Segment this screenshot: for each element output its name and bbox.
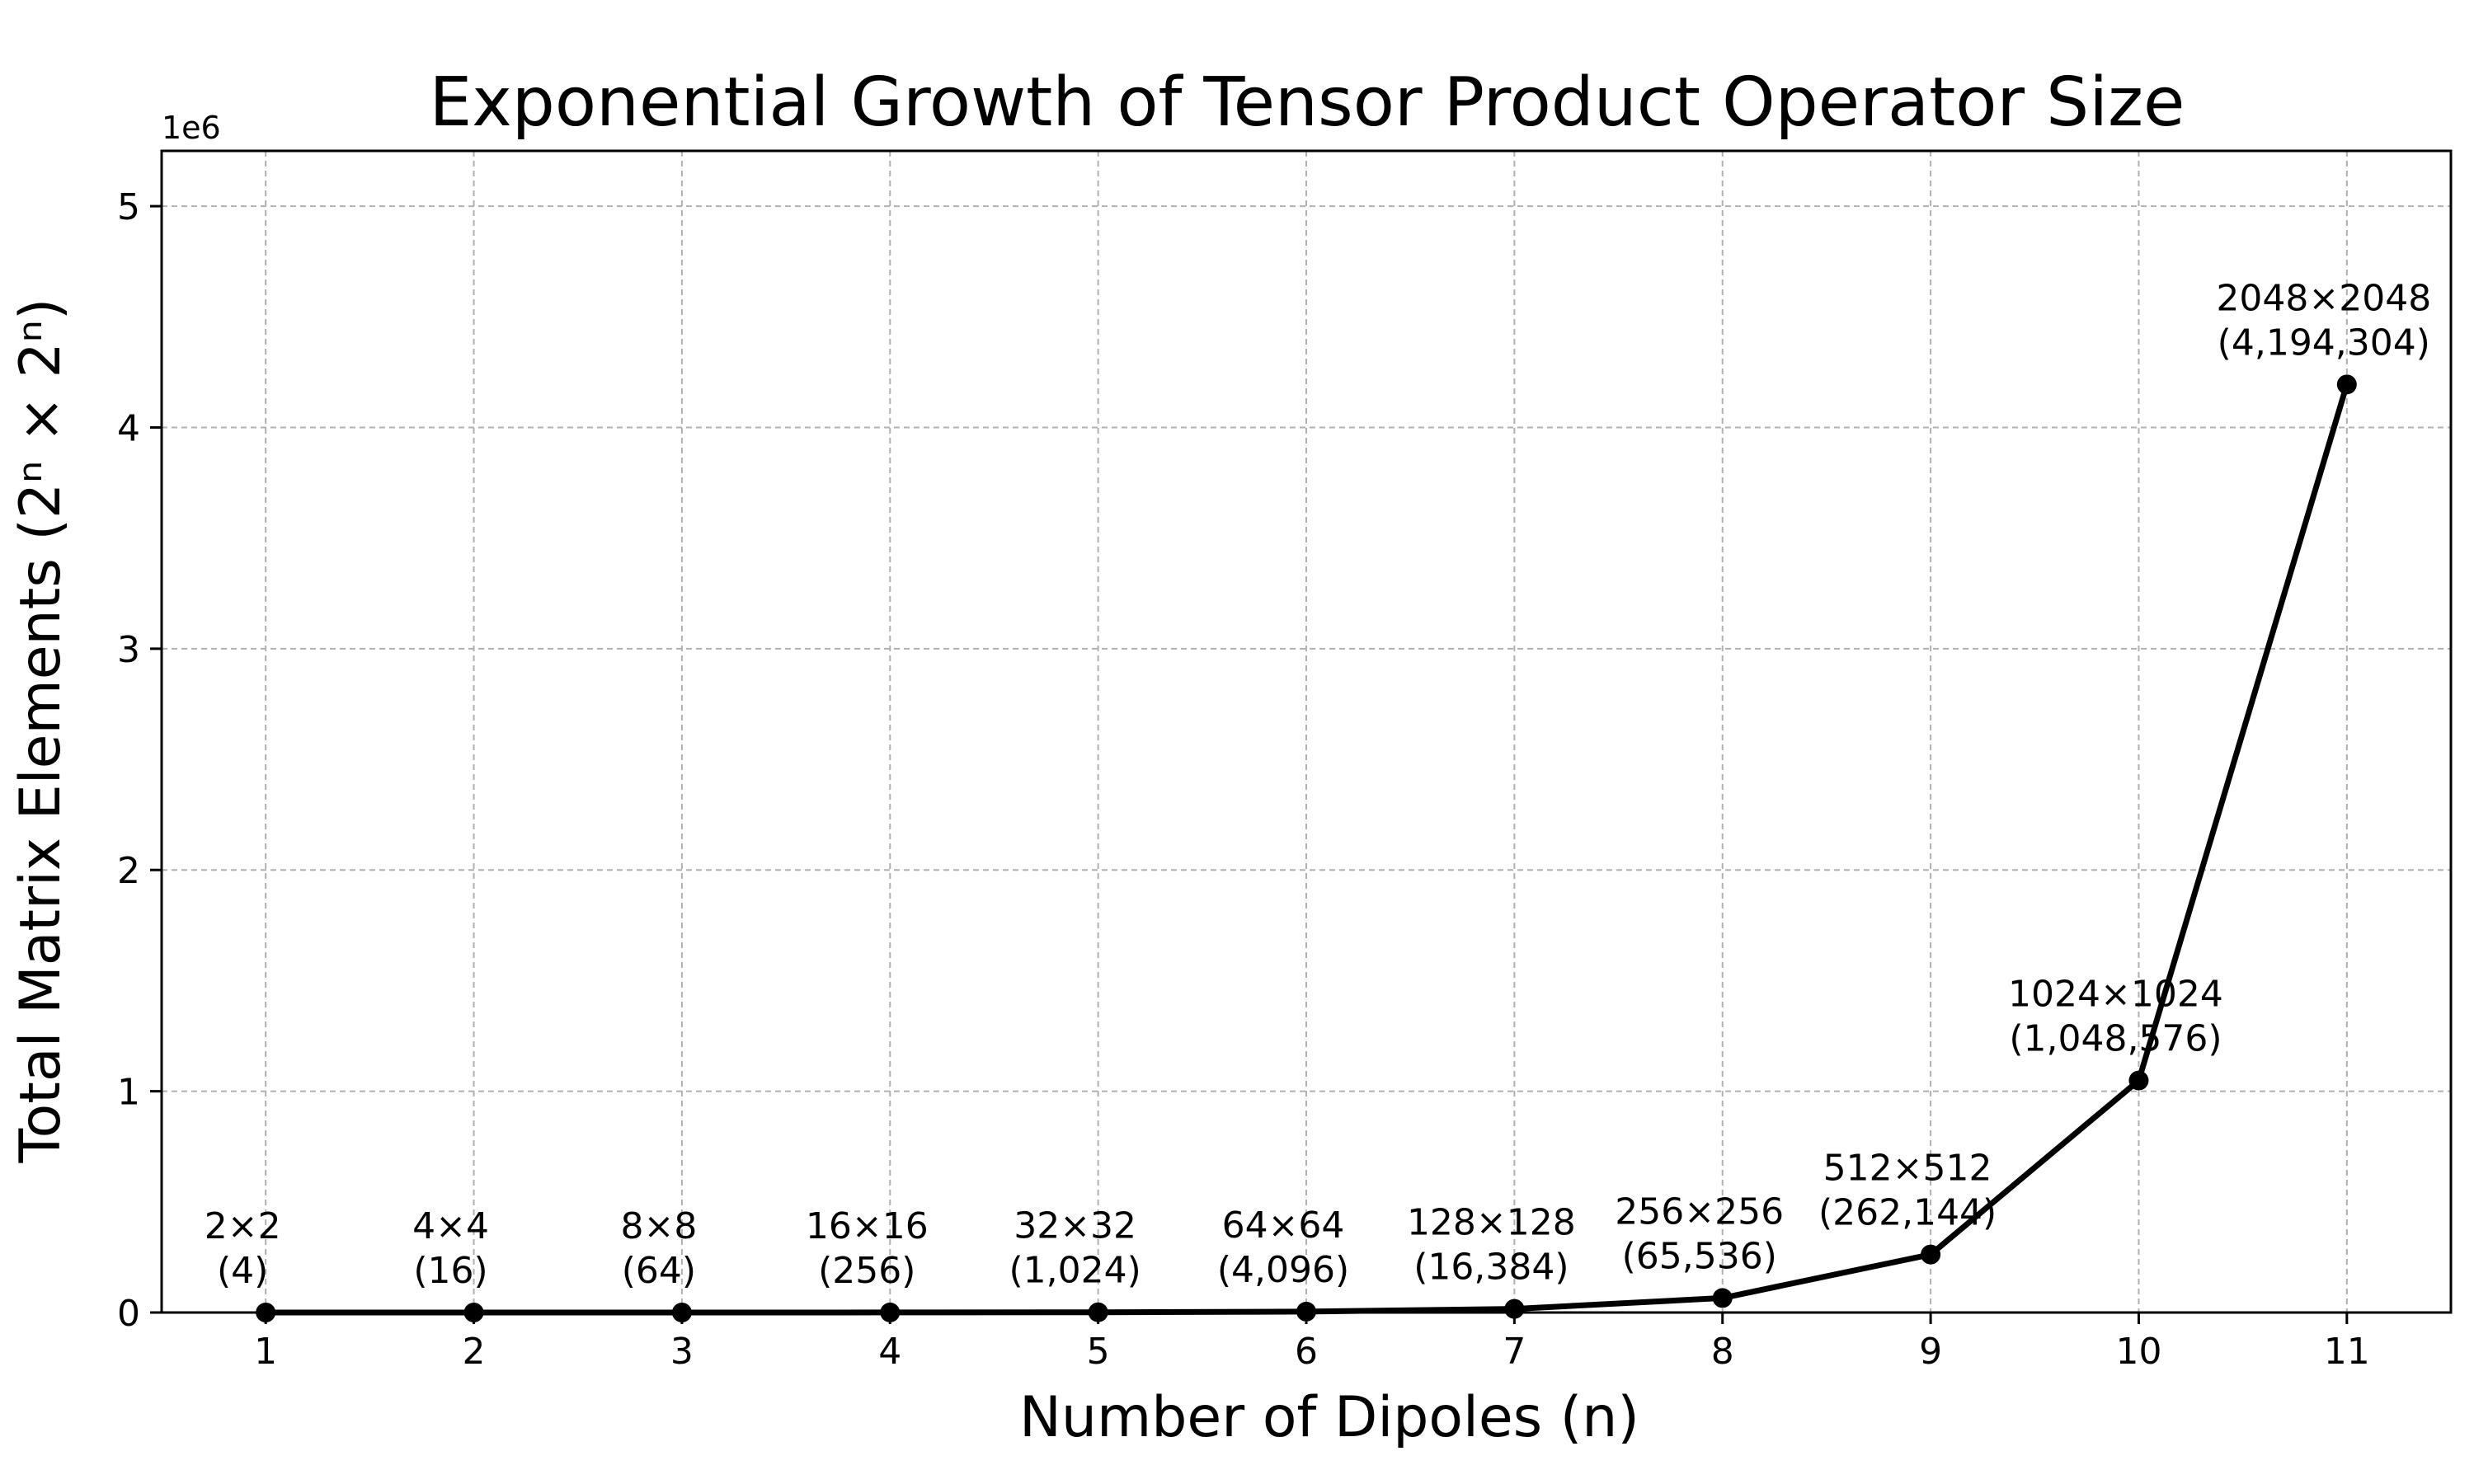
x-tick-label: 9 [1919, 1331, 1942, 1373]
data-label-count: (256) [818, 1250, 915, 1292]
data-point [2128, 1070, 2149, 1091]
data-label-dimensions: 64×64 [1222, 1205, 1345, 1247]
y-tick-label: 0 [117, 1293, 140, 1335]
data-label-dimensions: 2×2 [205, 1205, 281, 1247]
data-label-dimensions: 2048×2048 [2216, 277, 2431, 319]
y-tick-label: 2 [117, 850, 140, 892]
y-tick-label: 5 [117, 186, 140, 228]
x-tick-label: 6 [1295, 1331, 1318, 1373]
data-point [2336, 374, 2357, 395]
plot-frame [160, 149, 2453, 1314]
data-label-dimensions: 1024×1024 [2008, 974, 2223, 1016]
y-tick-label: 3 [117, 629, 140, 671]
chart-title: Exponential Growth of Tensor Product Ope… [429, 63, 2185, 142]
x-tick-label: 11 [2324, 1331, 2370, 1373]
x-tick-label: 7 [1503, 1331, 1526, 1373]
data-label-count: (64) [622, 1250, 696, 1292]
data-labels: 2×2(4) 4×4(16) 8×8(64) 16×16(256) 32×32(1,02… [205, 277, 2431, 1292]
y-axis-label: Total Matrix Elements (2ⁿ × 2ⁿ) [8, 298, 73, 1164]
data-point [1921, 1244, 1941, 1265]
grid [162, 151, 2451, 1313]
x-tick-label: 10 [2115, 1331, 2161, 1373]
data-point [1504, 1298, 1525, 1319]
axis-ticks: 1 2 3 4 5 6 7 8 9 10 11 0 1 2 3 4 5 [117, 186, 2370, 1373]
data-label-dimensions: 128×128 [1407, 1202, 1576, 1244]
x-tick-label: 8 [1711, 1331, 1734, 1373]
data-label-dimensions: 256×256 [1615, 1190, 1784, 1233]
data-label-dimensions: 512×512 [1823, 1148, 1992, 1190]
data-label-count: (4) [217, 1250, 268, 1292]
x-tick-label: 2 [463, 1331, 486, 1373]
data-label-count: (16,384) [1413, 1247, 1569, 1289]
data-label-count: (4,096) [1217, 1249, 1349, 1291]
data-label-count: (1,048,576) [2009, 1018, 2222, 1060]
x-tick-label: 4 [878, 1331, 901, 1373]
data-label-dimensions: 4×4 [412, 1205, 489, 1247]
data-label-dimensions: 8×8 [620, 1205, 697, 1247]
x-axis-label: Number of Dipoles (n) [1019, 1385, 1639, 1450]
data-label-count: (65,536) [1622, 1235, 1777, 1277]
y-tick-label: 1 [117, 1072, 140, 1114]
data-label-count: (16) [413, 1250, 487, 1292]
x-tick-label: 1 [254, 1331, 277, 1373]
x-tick-label: 5 [1087, 1331, 1110, 1373]
data-label-dimensions: 32×32 [1014, 1205, 1136, 1247]
data-label-dimensions: 16×16 [806, 1205, 929, 1247]
data-label-count: (1,024) [1009, 1250, 1141, 1292]
data-label-count: (4,194,304) [2218, 322, 2430, 364]
x-tick-label: 3 [670, 1331, 694, 1373]
data-label-count: (262,144) [1818, 1192, 1997, 1234]
data-point [1712, 1288, 1733, 1308]
y-axis-offset-label: 1e6 [162, 110, 221, 146]
y-tick-label: 4 [117, 407, 140, 449]
